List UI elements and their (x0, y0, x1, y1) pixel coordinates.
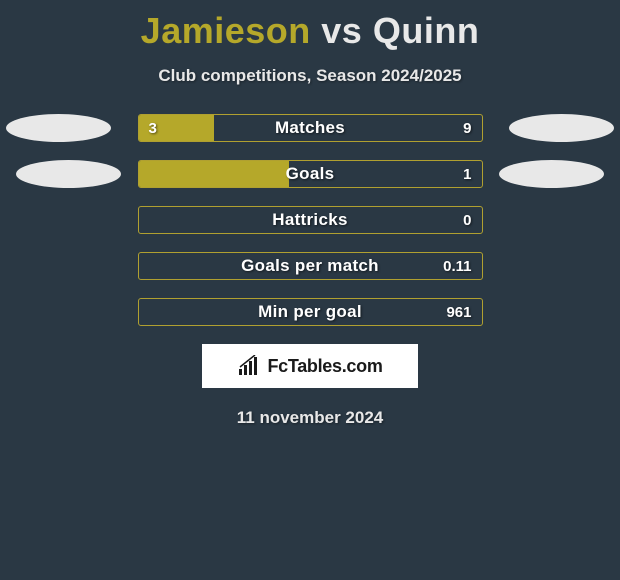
decor-ellipse (499, 160, 604, 188)
player2-name: Quinn (373, 10, 479, 51)
stat-row-matches: 3 Matches 9 (138, 114, 483, 142)
brand-text: FcTables.com (267, 356, 382, 377)
brand-box: FcTables.com (202, 344, 418, 388)
stat-row-goals: Goals 1 (138, 160, 483, 188)
stat-right-value: 961 (446, 299, 471, 325)
stat-row-goals-per-match: Goals per match 0.11 (138, 252, 483, 280)
vs-text: vs (321, 10, 362, 51)
chart-area: 3 Matches 9 Goals 1 Hattricks 0 Goals pe… (0, 114, 620, 326)
subtitle: Club competitions, Season 2024/2025 (0, 66, 620, 86)
date-text: 11 november 2024 (0, 408, 620, 428)
stat-right-value: 0 (463, 207, 471, 233)
stat-right-value: 1 (463, 161, 471, 187)
stat-row-min-per-goal: Min per goal 961 (138, 298, 483, 326)
stat-label: Matches (139, 115, 482, 141)
chart-bars-icon (237, 355, 263, 377)
player1-name: Jamieson (141, 10, 311, 51)
stat-label: Min per goal (139, 299, 482, 325)
stat-right-value: 0.11 (443, 253, 471, 279)
stat-right-value: 9 (463, 115, 471, 141)
comparison-title: Jamieson vs Quinn (0, 0, 620, 52)
stat-row-hattricks: Hattricks 0 (138, 206, 483, 234)
decor-ellipse (509, 114, 614, 142)
decor-ellipse (16, 160, 121, 188)
stat-label: Goals per match (139, 253, 482, 279)
stat-label: Hattricks (139, 207, 482, 233)
stat-label: Goals (139, 161, 482, 187)
decor-ellipse (6, 114, 111, 142)
